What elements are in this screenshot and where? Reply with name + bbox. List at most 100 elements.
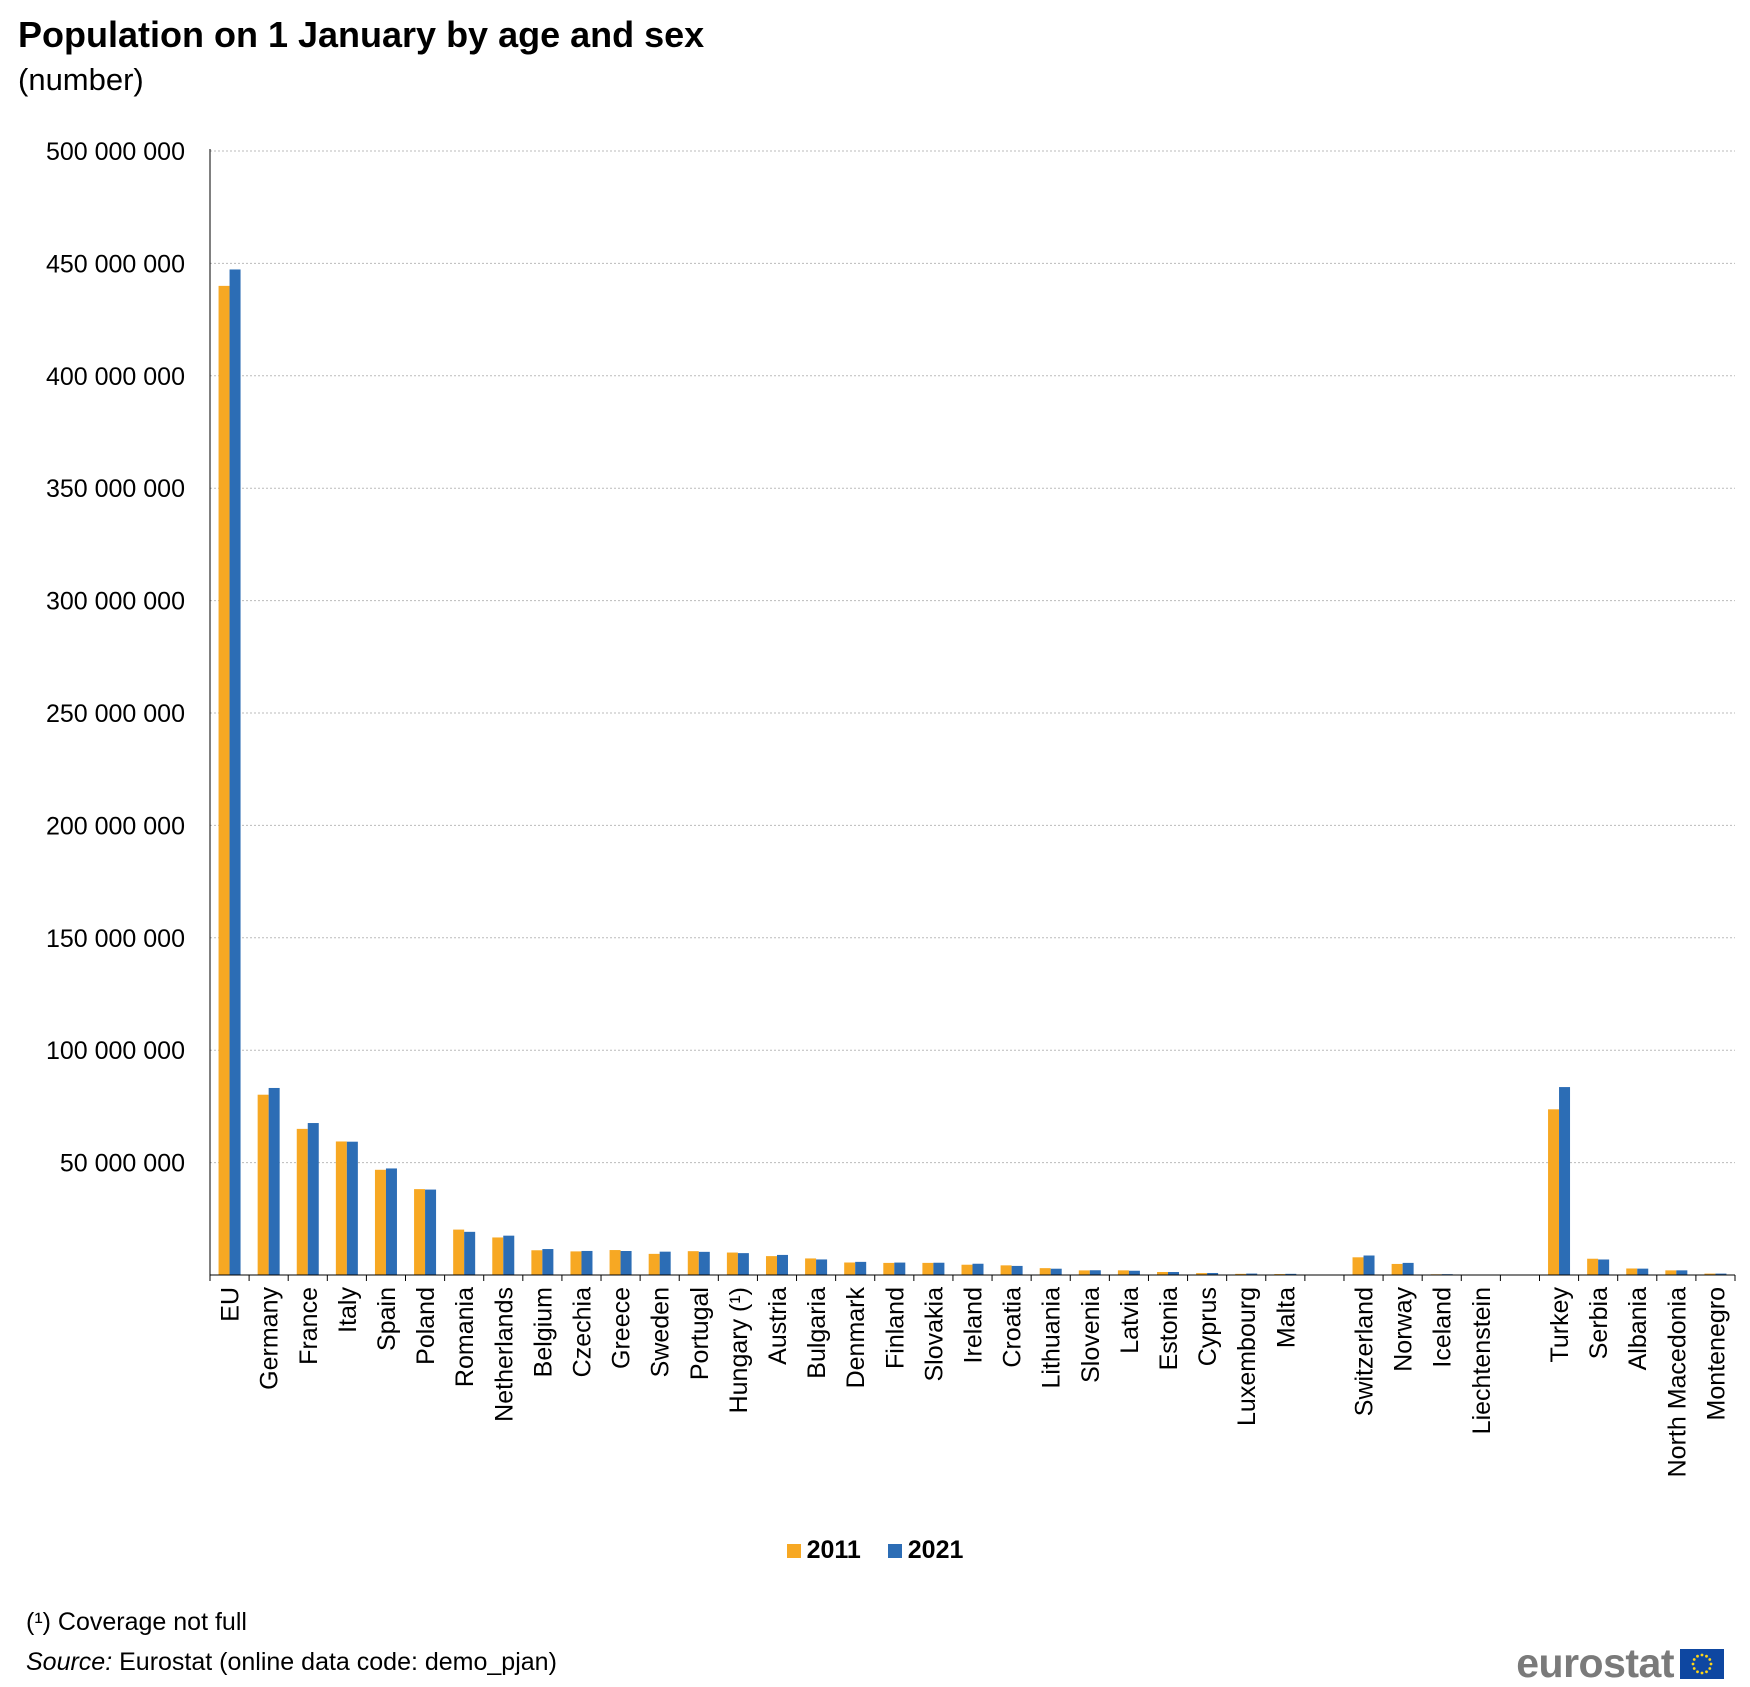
legend-item-2011: 2011 (786, 1535, 861, 1565)
x-tick-label: Belgium (529, 1287, 557, 1377)
flag-star (1708, 1657, 1712, 1661)
bar-2021 (1637, 1268, 1649, 1275)
x-tick-label: Netherlands (490, 1287, 518, 1422)
bar-2011 (961, 1264, 973, 1275)
bar-2021 (776, 1254, 788, 1275)
bar-2021 (1598, 1259, 1610, 1275)
bar-2021 (1402, 1262, 1414, 1275)
bar-2011 (257, 1094, 269, 1275)
y-tick-label: 450 000 000 (46, 250, 185, 278)
bar-2021 (1050, 1268, 1062, 1275)
legend-item-2021: 2021 (887, 1535, 964, 1565)
bar-2021 (307, 1123, 319, 1275)
bar-2011 (1196, 1273, 1208, 1275)
x-tick-label: Austria (764, 1287, 792, 1365)
bar-2021 (1246, 1273, 1258, 1275)
logo-wordmark: eurostat (1516, 1640, 1674, 1686)
bar-2021 (1559, 1087, 1571, 1275)
bar-2021 (659, 1251, 671, 1275)
flag-star (1696, 1669, 1699, 1673)
x-tick-label: Albania (1624, 1287, 1652, 1370)
bar-2011 (492, 1237, 504, 1275)
bar-2011 (1078, 1270, 1090, 1275)
bar-2021 (1207, 1272, 1219, 1275)
bar-2011 (922, 1262, 934, 1275)
bar-2021 (1128, 1270, 1140, 1275)
legend-label-2021: 2021 (907, 1535, 964, 1564)
x-tick-label: Montenegro (1702, 1287, 1730, 1420)
eu-flag-icon (1680, 1648, 1724, 1679)
x-tick-label: Norway (1390, 1287, 1418, 1372)
x-axis-tick-labels: EU Germany France Italy Spain Poland Romania Ne… (217, 1287, 1731, 1478)
x-tick-label: Czechia (568, 1287, 596, 1377)
bar-2011 (1626, 1268, 1638, 1275)
x-tick-label: France (295, 1287, 323, 1365)
bar-2011 (296, 1128, 308, 1275)
bar-2011 (570, 1251, 582, 1275)
x-tick-label: Iceland (1429, 1287, 1457, 1368)
x-tick-label: Poland (412, 1287, 440, 1365)
bar-2021 (385, 1168, 397, 1275)
bar-2011 (765, 1256, 777, 1275)
x-tick-label: Sweden (647, 1287, 675, 1377)
y-tick-label: 100 000 000 (46, 1037, 185, 1065)
bar-2021 (1363, 1255, 1375, 1275)
bar-2011 (1352, 1257, 1364, 1275)
x-tick-label: Malta (1272, 1287, 1300, 1348)
x-tick-label: Serbia (1585, 1287, 1613, 1359)
bar-2021 (268, 1087, 280, 1275)
flag-star (1692, 1666, 1696, 1670)
bar-2021 (503, 1235, 515, 1275)
flag-star (1696, 1654, 1699, 1658)
y-tick-label: 250 000 000 (46, 700, 185, 728)
x-tick-label: EU (217, 1287, 245, 1322)
legend-label-2011: 2011 (806, 1535, 861, 1564)
bar-2011 (648, 1253, 660, 1275)
bar-2011 (335, 1141, 347, 1275)
bar-2011 (218, 285, 230, 1275)
bar-2021 (933, 1262, 945, 1275)
y-tick-label: 50 000 000 (60, 1150, 185, 1178)
x-tick-label: Portugal (686, 1287, 714, 1380)
x-tick-label: Greece (608, 1287, 636, 1369)
bar-2021 (894, 1262, 906, 1275)
bar-2011 (531, 1250, 543, 1275)
x-tick-label: Denmark (842, 1287, 870, 1389)
bar-2021 (972, 1263, 984, 1275)
bar-2021 (1011, 1265, 1023, 1275)
bar-2021 (816, 1259, 828, 1275)
bar-2021 (855, 1261, 867, 1275)
chart-subtitle: (number) (18, 62, 144, 97)
y-tick-label: 400 000 000 (46, 363, 185, 391)
flag-star (1691, 1662, 1695, 1665)
x-tick-label: Turkey (1546, 1287, 1574, 1363)
y-tick-label: 300 000 000 (46, 588, 185, 616)
bar-2021 (698, 1251, 710, 1275)
x-tick-label: Latvia (1116, 1287, 1144, 1354)
footnote: (¹) Coverage not full (26, 1608, 247, 1636)
x-tick-label: Ireland (960, 1287, 988, 1363)
y-axis-tick-labels: 50 000 000 100 000 000 150 000 000 200 000 … (46, 138, 185, 1178)
legend-swatch-2011 (786, 1544, 801, 1559)
x-tick-label: Slovenia (1077, 1287, 1105, 1383)
bar-2021 (1676, 1270, 1688, 1275)
x-tick-label: Switzerland (1351, 1287, 1379, 1416)
bar-2011 (414, 1189, 426, 1275)
x-tick-label: Hungary (¹) (725, 1287, 753, 1413)
bar-2011 (453, 1229, 465, 1275)
flag-star (1692, 1657, 1696, 1661)
bar-chart: 50 000 000 100 000 000 150 000 000 200 000 … (46, 138, 1736, 1478)
bar-2011 (609, 1250, 621, 1275)
x-tick-label: Croatia (999, 1287, 1027, 1368)
legend-swatch-2021 (887, 1544, 902, 1559)
bar-2011 (1548, 1109, 1560, 1275)
source-text: Eurostat (online data code: demo_pjan) (112, 1648, 557, 1676)
bar-2021 (620, 1250, 632, 1275)
flag-star (1705, 1669, 1708, 1673)
x-tick-label: Cyprus (1194, 1287, 1222, 1366)
x-tick-label: Liechtenstein (1468, 1287, 1496, 1434)
legend: 2011 2021 (0, 1535, 1750, 1565)
y-tick-label: 350 000 000 (46, 475, 185, 503)
x-tick-label: North Macedonia (1663, 1287, 1691, 1477)
bar-2011 (1391, 1263, 1403, 1275)
